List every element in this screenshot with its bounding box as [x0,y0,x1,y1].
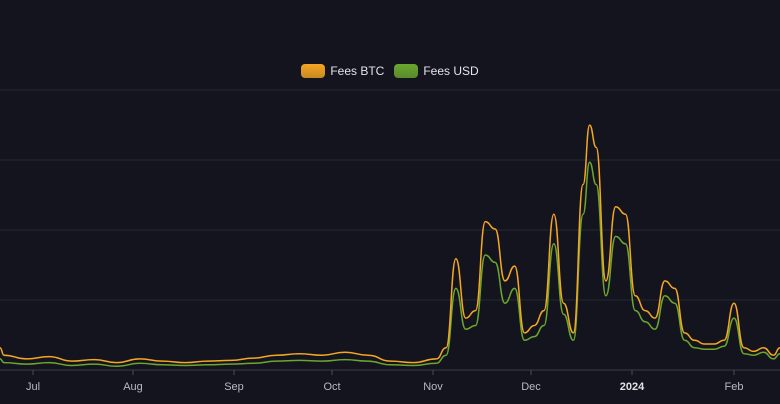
legend-swatch [301,64,326,78]
x-tick-label: Feb [725,381,744,393]
x-tick-label: Oct [323,381,340,393]
x-tick-label: Nov [423,381,443,393]
x-tick-label: Sep [224,381,244,393]
series-lines [0,124,780,368]
x-tick-label: 2024 [620,381,645,393]
x-tick-label: Aug [123,381,143,393]
x-tick-label: Dec [521,381,541,393]
chart-legend: Fees BTC Fees USD [0,64,780,78]
legend-item-1[interactable]: Fees USD [394,64,479,78]
grid-lines [0,89,780,371]
legend-label: Fees USD [423,64,479,78]
legend-label: Fees BTC [330,64,385,78]
x-axis: Jul Aug Sep Oct Nov Dec 2024 Feb [26,370,744,393]
legend-item-0[interactable]: Fees BTC [301,64,384,78]
legend-swatch [394,64,419,78]
series-line-fees-btc [0,124,780,364]
series-line-fees-usd [0,161,780,368]
x-tick-label: Jul [26,381,40,393]
